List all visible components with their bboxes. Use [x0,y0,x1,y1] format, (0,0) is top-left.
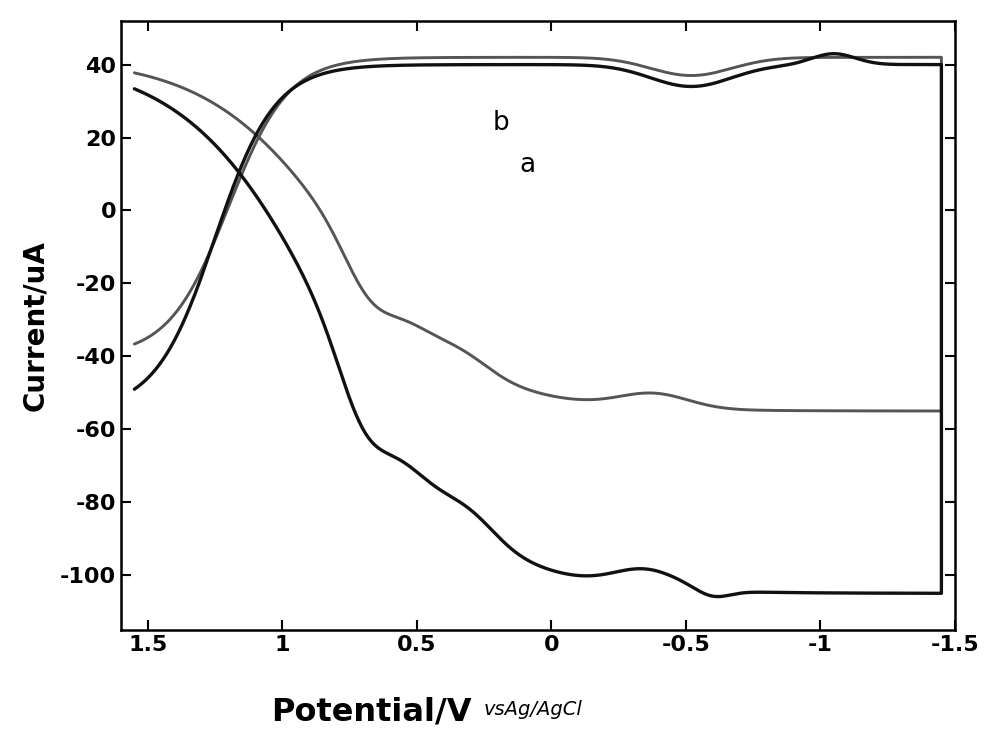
Text: Potential/V: Potential/V [271,697,471,728]
Y-axis label: Current/uA: Current/uA [21,240,49,411]
Text: b: b [492,110,509,136]
Text: vsAg/AgCl: vsAg/AgCl [484,700,582,719]
Text: a: a [519,152,535,178]
